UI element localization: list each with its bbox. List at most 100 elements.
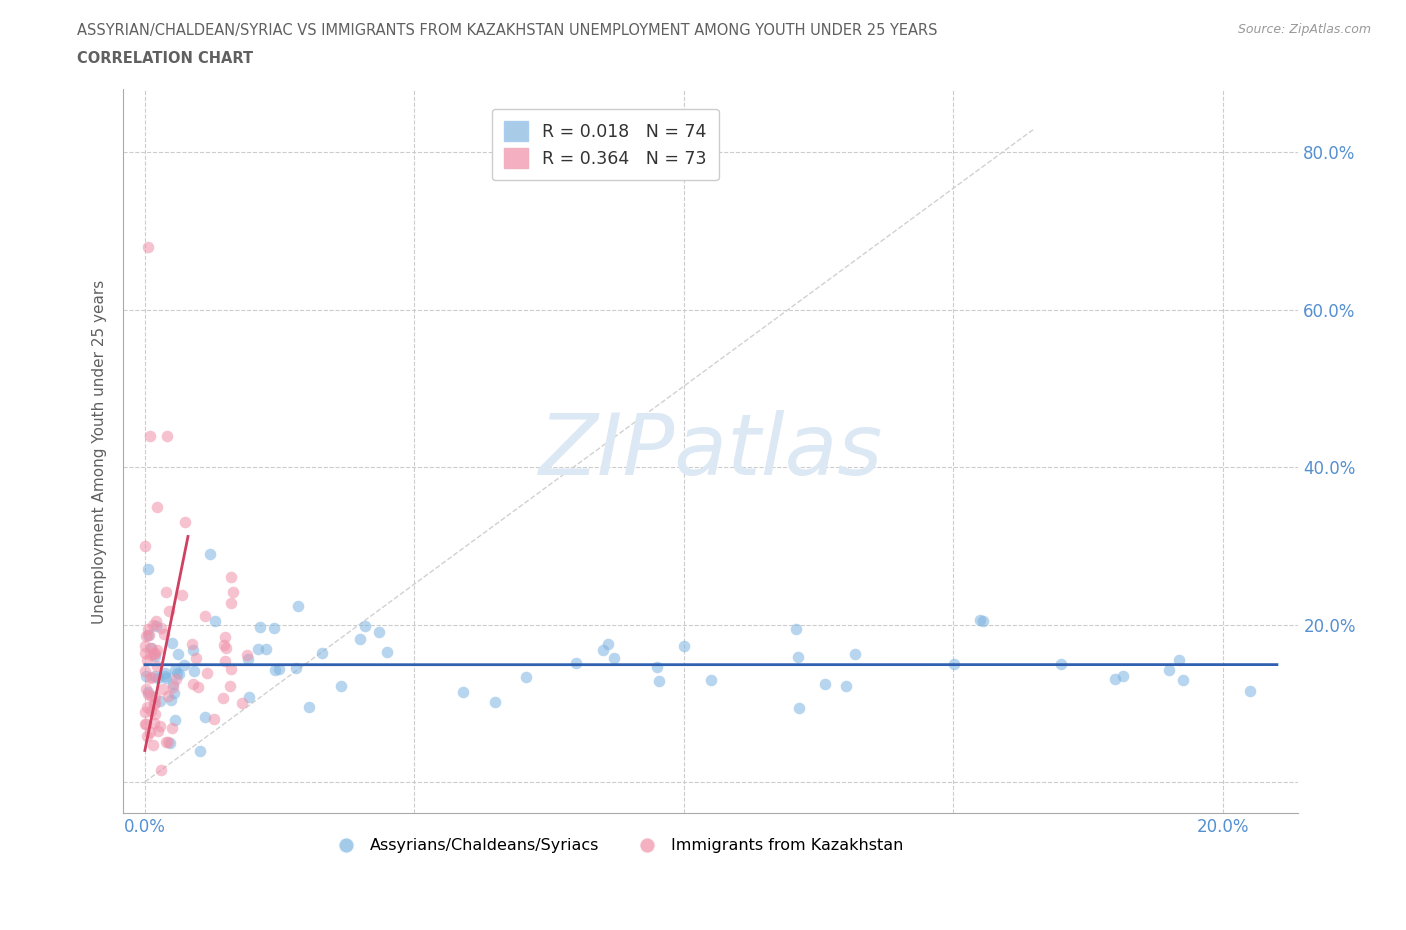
Point: [1239, 684, 1261, 698]
Point: [183, 663, 205, 678]
Text: Source: ZipAtlas.com: Source: ZipAtlas.com: [1237, 23, 1371, 36]
Point: [565, 656, 588, 671]
Point: [135, 669, 157, 684]
Text: ASSYRIAN/CHALDEAN/SYRIAC VS IMMIGRANTS FROM KAZAKHSTAN UNEMPLOYMENT AMONG YOUTH : ASSYRIAN/CHALDEAN/SYRIAC VS IMMIGRANTS F…: [77, 23, 938, 38]
Point: [136, 686, 159, 701]
Point: [148, 671, 170, 685]
Point: [139, 641, 162, 656]
Point: [141, 670, 163, 684]
Point: [174, 515, 197, 530]
Point: [135, 682, 157, 697]
Point: [264, 662, 287, 677]
Point: [142, 716, 165, 731]
Point: [267, 662, 290, 677]
Point: [141, 688, 163, 703]
Point: [149, 719, 172, 734]
Point: [136, 628, 159, 643]
Point: [785, 621, 807, 636]
Point: [148, 694, 170, 709]
Point: [204, 614, 226, 629]
Point: [142, 697, 165, 711]
Point: [142, 618, 165, 633]
Point: [187, 680, 209, 695]
Point: [142, 737, 165, 752]
Point: [157, 688, 180, 703]
Point: [247, 642, 270, 657]
Point: [163, 686, 186, 701]
Point: [145, 619, 167, 634]
Point: [256, 642, 278, 657]
Point: [329, 679, 352, 694]
Point: [195, 666, 218, 681]
Point: [152, 682, 174, 697]
Point: [134, 645, 156, 660]
Point: [172, 588, 194, 603]
Point: [231, 696, 253, 711]
Point: [368, 625, 391, 640]
Point: [157, 734, 180, 749]
Point: [942, 657, 965, 671]
Point: [139, 647, 162, 662]
Point: [1104, 671, 1126, 686]
Point: [214, 654, 236, 669]
Point: [202, 712, 225, 727]
Point: [311, 645, 333, 660]
Point: [214, 630, 236, 644]
Point: [139, 724, 162, 739]
Point: [180, 636, 202, 651]
Point: [238, 651, 260, 666]
Point: [285, 661, 308, 676]
Point: [134, 716, 156, 731]
Point: [787, 700, 810, 715]
Point: [221, 661, 243, 676]
Point: [163, 663, 186, 678]
Point: [648, 673, 671, 688]
Point: [222, 585, 245, 600]
Point: [598, 636, 620, 651]
Point: [143, 706, 166, 721]
Point: [786, 650, 808, 665]
Point: [142, 647, 165, 662]
Point: [484, 695, 506, 710]
Y-axis label: Unemployment Among Youth under 25 years: Unemployment Among Youth under 25 years: [93, 279, 107, 623]
Point: [181, 643, 204, 658]
Point: [844, 647, 866, 662]
Text: CORRELATION CHART: CORRELATION CHART: [77, 51, 253, 66]
Point: [162, 680, 184, 695]
Point: [349, 631, 371, 646]
Point: [1050, 657, 1073, 671]
Point: [219, 596, 242, 611]
Point: [215, 641, 238, 656]
Point: [188, 743, 211, 758]
Point: [141, 704, 163, 719]
Point: [153, 666, 176, 681]
Point: [451, 684, 474, 699]
Point: [153, 669, 176, 684]
Point: [155, 584, 177, 599]
Point: [972, 613, 994, 628]
Point: [166, 666, 188, 681]
Point: [135, 728, 157, 743]
Point: [165, 671, 187, 686]
Point: [238, 689, 260, 704]
Point: [160, 636, 183, 651]
Point: [1112, 669, 1135, 684]
Point: [139, 671, 162, 685]
Point: [198, 546, 221, 561]
Point: [136, 652, 159, 667]
Point: [143, 649, 166, 664]
Point: [146, 499, 169, 514]
Point: [353, 618, 375, 633]
Point: [167, 666, 190, 681]
Point: [136, 239, 159, 254]
Point: [212, 637, 235, 652]
Point: [135, 716, 157, 731]
Point: [645, 659, 668, 674]
Point: [218, 679, 240, 694]
Point: [263, 621, 285, 636]
Point: [834, 678, 856, 693]
Point: [134, 663, 156, 678]
Point: [159, 693, 181, 708]
Point: [194, 710, 217, 724]
Text: ZIPatlas: ZIPatlas: [538, 410, 883, 493]
